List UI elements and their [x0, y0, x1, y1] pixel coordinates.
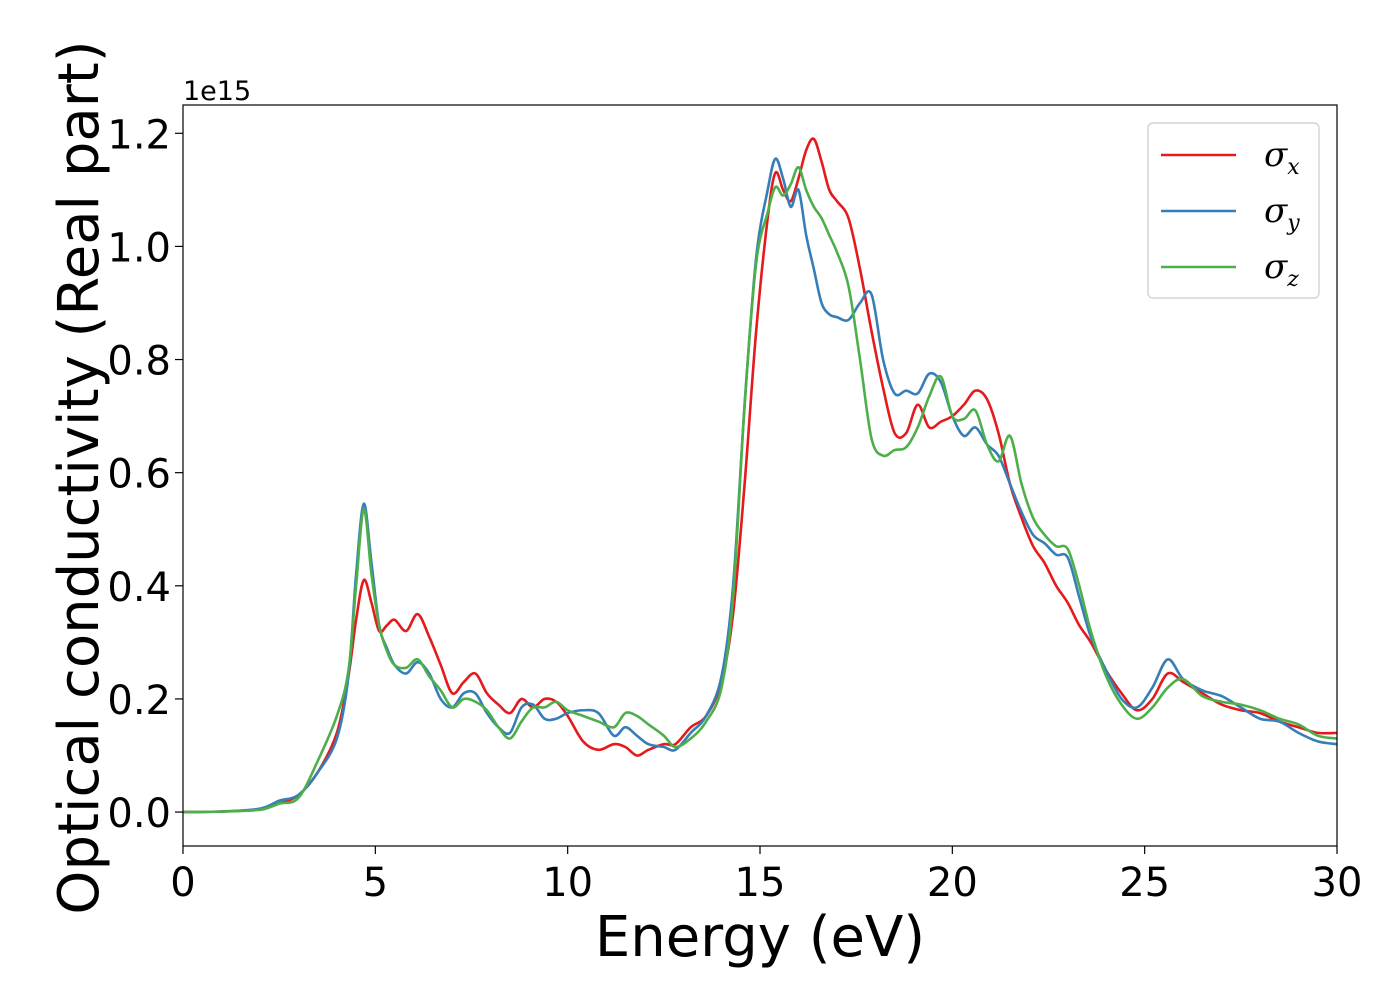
y-axis-offset-label: 1e15 — [183, 76, 251, 107]
legend-subscript: z — [1286, 267, 1299, 292]
legend-label-z: σz — [1264, 247, 1299, 292]
x-tick-label: 25 — [1119, 860, 1170, 906]
y-tick-label: 0.0 — [107, 791, 171, 837]
series-line-y — [183, 157, 1337, 814]
x-tick-label: 30 — [1312, 860, 1363, 906]
legend-symbol: σ — [1264, 247, 1288, 287]
series-line-z — [183, 165, 1337, 814]
x-axis-label: Energy (eV) — [595, 905, 925, 970]
y-tick-label: 0.8 — [107, 339, 171, 385]
x-axis: 0 5 10 15 20 25 30 — [170, 846, 1362, 906]
legend-subscript: y — [1286, 211, 1300, 236]
y-axis: 0.0 0.2 0.4 0.6 0.8 1.0 1.2 — [107, 112, 183, 837]
x-tick-label: 5 — [363, 860, 388, 906]
legend-label-x: σx — [1264, 135, 1300, 180]
y-tick-label: 0.2 — [107, 678, 171, 724]
y-tick-label: 1.0 — [107, 225, 171, 271]
legend-symbol: σ — [1264, 191, 1288, 231]
legend-label-y: σy — [1264, 191, 1300, 236]
legend-symbol: σ — [1264, 135, 1288, 175]
series-layer — [183, 137, 1337, 814]
plot-area — [182, 104, 1338, 847]
y-tick-label: 1.2 — [107, 112, 171, 158]
y-tick-label: 0.6 — [107, 452, 171, 498]
legend-subscript: x — [1287, 155, 1300, 180]
x-tick-label: 15 — [735, 860, 786, 906]
y-tick-label: 0.4 — [107, 565, 171, 611]
x-tick-label: 0 — [170, 860, 195, 906]
x-tick-label: 10 — [542, 860, 593, 906]
x-tick-label: 20 — [927, 860, 978, 906]
y-axis-label: Optical conductivity (Real part) — [47, 40, 112, 914]
